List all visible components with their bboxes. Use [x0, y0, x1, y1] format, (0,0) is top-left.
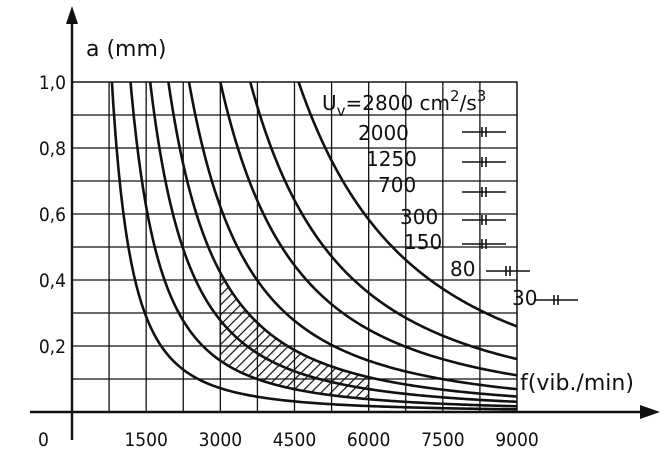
x-tick-label: 6000: [347, 429, 391, 451]
x-axis-title: f(vib./min): [520, 371, 634, 396]
x-tick-label: 3000: [199, 429, 243, 451]
curve-label-150: 150: [404, 230, 442, 254]
curve-label-u: Uv=2800 cm2/s3: [322, 87, 486, 120]
y-axis-arrow-icon: [66, 6, 78, 24]
curve-label-300: 300: [400, 205, 438, 229]
y-tick-label: 1,0: [39, 72, 66, 94]
curve-700: [187, 82, 517, 391]
y-tick-label: 0,4: [39, 270, 66, 292]
curve-300: [167, 82, 517, 398]
curves-group: [110, 82, 517, 411]
x-tick-label: 1500: [124, 429, 168, 451]
curve-u: [297, 82, 517, 328]
x-tick-label: 4500: [273, 429, 317, 451]
curve-1250: [219, 82, 517, 377]
curve-label-1250: 1250: [366, 147, 417, 171]
x-tick-label: 9000: [495, 429, 539, 451]
y-axis-title: a (mm): [86, 37, 167, 62]
curve-150: [148, 82, 517, 404]
curve-80: [129, 82, 517, 408]
curve-label-30: 30: [512, 286, 537, 310]
x-origin-label: 0: [38, 429, 49, 451]
curve-label-2000: 2000: [358, 121, 409, 145]
x-axis-arrow-icon: [640, 405, 660, 419]
y-tick-label: 0,2: [39, 336, 66, 358]
curve-2000: [248, 82, 517, 361]
curve-label-80: 80: [450, 257, 475, 281]
y-tick-label: 0,6: [39, 204, 66, 226]
x-tick-label: 7500: [421, 429, 465, 451]
axes-group: [30, 6, 660, 440]
curve-label-700: 700: [378, 173, 416, 197]
y-tick-label: 0,8: [39, 138, 66, 160]
curve-30: [110, 82, 517, 411]
